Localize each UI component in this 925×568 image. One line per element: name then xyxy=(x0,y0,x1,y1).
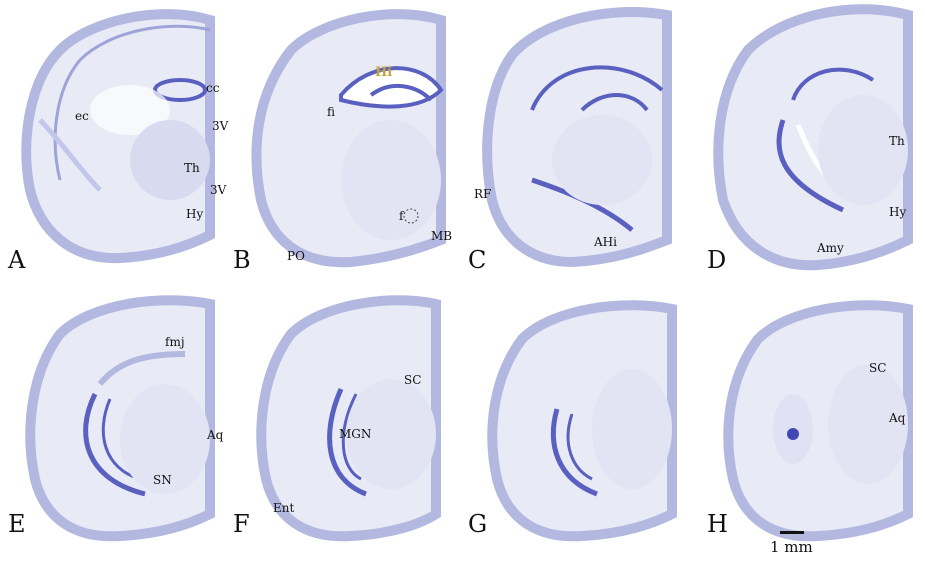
annotation-po: PO xyxy=(287,249,305,263)
annotation-ahi: AHi xyxy=(594,235,617,249)
annotation-3v-lower: 3V xyxy=(210,183,227,197)
panel-label: E xyxy=(8,510,26,538)
annotation-amy: Amy xyxy=(817,241,844,255)
panel-c: C RF AHi xyxy=(462,0,693,284)
annotation-th: Th xyxy=(889,134,905,148)
panel-h: H SC Aq xyxy=(693,284,924,568)
panel-e: E fmj Aq SN xyxy=(0,284,231,568)
annotation-3v-upper: 3V xyxy=(212,119,229,133)
annotation-aq: Aq xyxy=(207,428,224,442)
annotation-cc: cc xyxy=(206,81,220,95)
section-g-image xyxy=(487,300,677,542)
scale-bar-label: 1 mm xyxy=(770,538,813,556)
section-b-image xyxy=(251,9,446,268)
panel-label: H xyxy=(707,510,728,538)
annotation-f: f xyxy=(399,209,404,223)
annotation-sn: SN xyxy=(153,473,172,487)
annotation-mb: MB xyxy=(431,229,453,243)
panel-b: B Hi fi PO f MB xyxy=(231,0,462,284)
section-f-image xyxy=(256,295,441,542)
panel-g: G xyxy=(462,284,693,568)
panel-a: A ec cc 3V Th 3V Hy xyxy=(0,0,231,284)
annotation-hi: Hi xyxy=(375,65,393,80)
panel-d: D Th Hy Amy xyxy=(693,0,924,284)
panel-label: F xyxy=(233,510,250,538)
annotation-hy: Hy xyxy=(186,207,204,221)
annotation-ec: ec xyxy=(75,109,89,123)
panel-label: C xyxy=(468,246,487,274)
section-c-image xyxy=(482,6,672,268)
panel-label: G xyxy=(468,510,488,538)
annotation-sc: SC xyxy=(404,373,422,387)
annotation-fi: fi xyxy=(327,105,336,119)
annotation-hy: Hy xyxy=(889,205,907,219)
annotation-th: Th xyxy=(184,161,200,175)
annotation-sc: SC xyxy=(869,361,887,375)
annotation-fmj: fmj xyxy=(165,335,185,349)
section-a-image xyxy=(21,9,215,264)
annotation-rf: RF xyxy=(474,187,492,201)
section-h-image xyxy=(723,300,913,542)
section-d-image xyxy=(713,4,913,271)
panel-label: D xyxy=(707,246,727,274)
annotation-ent: Ent xyxy=(273,501,295,515)
annotation-mgn: MGN xyxy=(339,427,372,441)
panel-label: B xyxy=(233,246,251,274)
panel-label: A xyxy=(8,246,26,274)
annotation-aq: Aq xyxy=(889,411,906,425)
panel-f: F SC MGN Ent xyxy=(231,284,462,568)
section-e-image xyxy=(25,295,215,542)
scale-bar xyxy=(780,531,804,534)
